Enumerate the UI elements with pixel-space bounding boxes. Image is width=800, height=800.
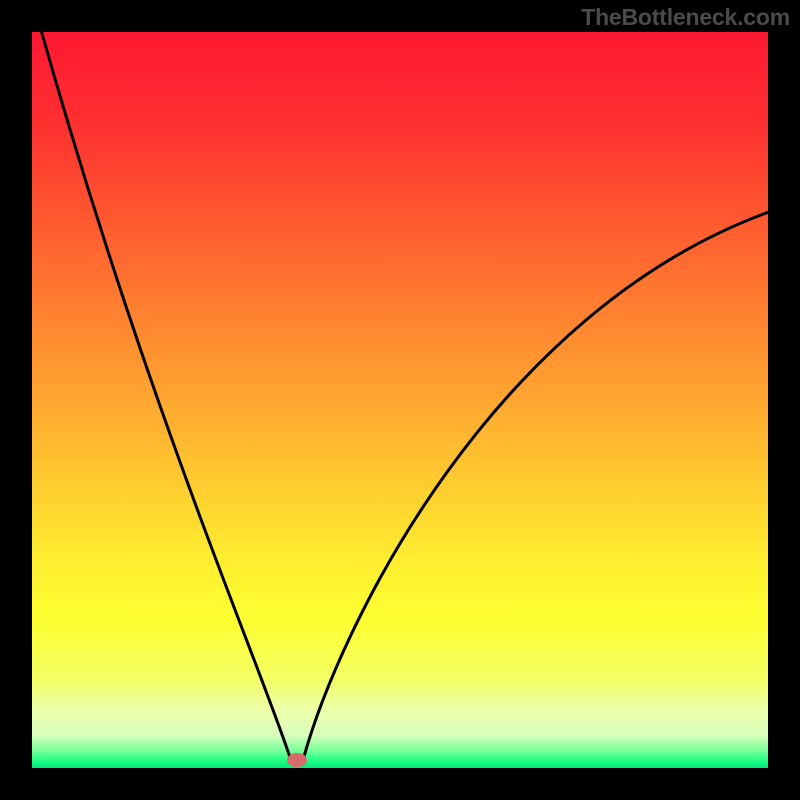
- chart-frame: TheBottleneck.com: [0, 0, 800, 800]
- curve-layer: [32, 32, 768, 768]
- bottleneck-curve: [42, 32, 768, 761]
- min-marker: [287, 753, 307, 767]
- plot-area: [32, 32, 768, 768]
- watermark-text: TheBottleneck.com: [581, 4, 790, 31]
